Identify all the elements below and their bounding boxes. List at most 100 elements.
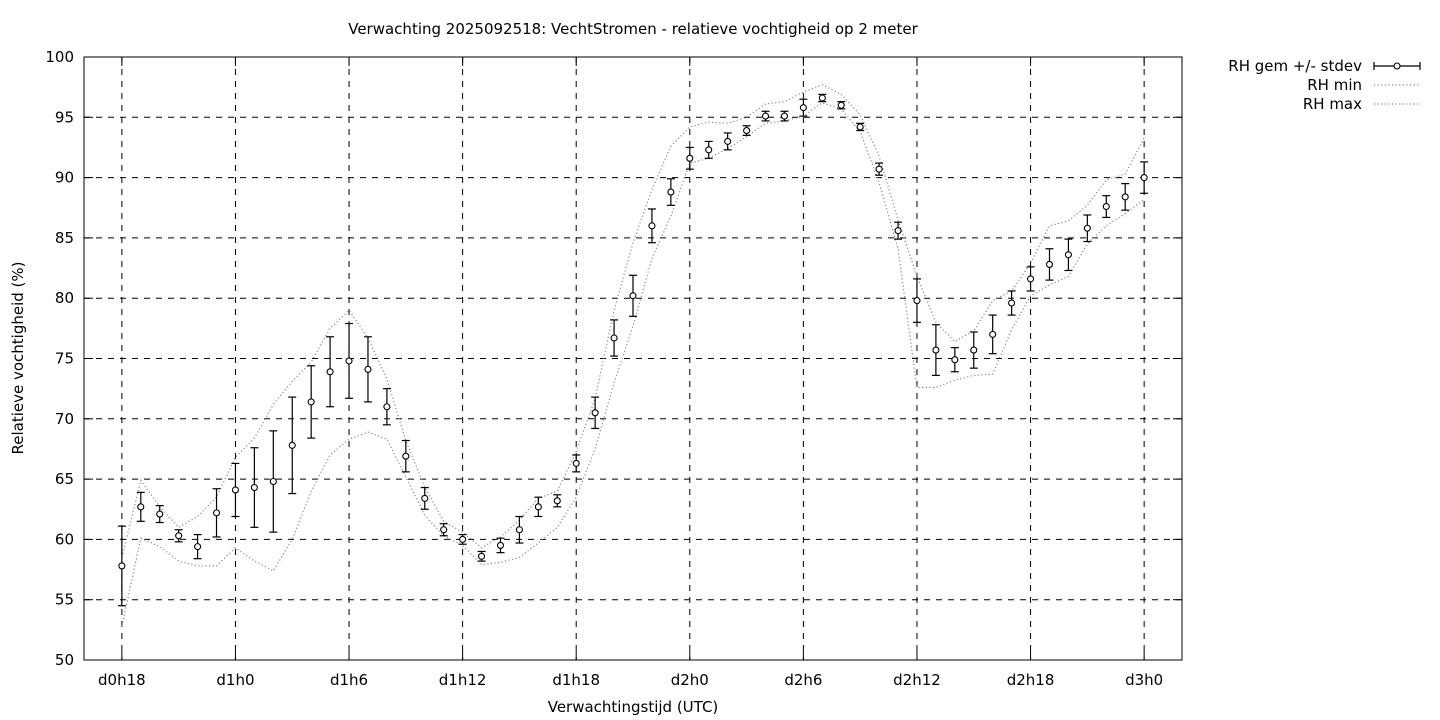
data-point	[212, 509, 221, 517]
data-point	[837, 101, 845, 109]
errorbar-point	[950, 347, 959, 373]
errorbar-point	[742, 125, 751, 136]
legend-swatch-point	[1393, 62, 1401, 70]
errorbar-point	[534, 496, 543, 518]
data-point	[364, 365, 372, 373]
errorbar-point	[496, 537, 505, 554]
data-point	[1121, 193, 1129, 201]
data-point	[894, 227, 902, 235]
data-point	[629, 292, 637, 300]
errorbar-point	[1045, 248, 1054, 281]
data-point	[799, 104, 807, 112]
data-point	[421, 494, 429, 502]
errorbar-point	[401, 439, 410, 473]
data-point	[572, 459, 580, 467]
errorbar-point	[856, 122, 865, 132]
errorbar-point	[1140, 161, 1149, 194]
x-tick-label: d1h18	[552, 671, 600, 689]
chart-title: Verwachting 2025092518: VechtStromen - r…	[348, 20, 918, 38]
errorbar-point	[307, 365, 316, 439]
legend-label: RH min	[1307, 76, 1362, 94]
y-tick-label: 55	[55, 591, 74, 609]
errorbar-point	[458, 533, 467, 545]
grid	[84, 57, 1182, 660]
errorbar-point	[553, 494, 562, 508]
errorbar-point	[799, 98, 808, 117]
x-tick-label: d1h6	[330, 671, 368, 689]
data-point	[1083, 224, 1091, 232]
data-point	[667, 188, 675, 196]
data-point	[743, 127, 751, 135]
tick-labels: 50 55 60 65 70 75 80 85 90 95 100 d0h18 d1h0 d1h6 d1h1…	[45, 48, 1163, 689]
x-tick-label: d2h18	[1007, 671, 1055, 689]
errorbar-point	[326, 336, 335, 408]
data-point	[1045, 260, 1054, 268]
errorbar-point	[174, 529, 183, 543]
data-point	[875, 165, 883, 173]
errorbar-point	[629, 274, 637, 317]
plot-frame	[83, 56, 1183, 661]
data-point	[970, 346, 978, 354]
errorbar-point	[837, 101, 846, 110]
data-point	[137, 503, 145, 511]
errorbar-point	[439, 523, 448, 537]
errorbar-point	[345, 322, 354, 399]
errorbar-point	[117, 525, 126, 607]
data-point	[402, 452, 410, 460]
errorbar-point	[1102, 195, 1111, 218]
errorbar-point	[912, 278, 921, 323]
errorbar-point	[1121, 183, 1130, 211]
x-tick-label: d2h0	[671, 671, 709, 689]
data-point	[534, 503, 542, 511]
data-point	[856, 123, 864, 131]
y-tick-label: 70	[55, 410, 74, 428]
y-axis-title: Relatieve vochtigheid (%)	[9, 261, 27, 454]
x-tick-label: d2h6	[784, 671, 822, 689]
errorbar-point	[1007, 290, 1016, 316]
errorbar-point	[515, 515, 524, 544]
errorbar-point	[477, 550, 486, 562]
data-point	[780, 112, 788, 120]
series-line-rh-max	[121, 84, 1145, 558]
data-point	[1008, 299, 1016, 307]
errorbar-point	[193, 533, 202, 560]
data-point	[156, 510, 164, 518]
data-point	[496, 541, 505, 549]
data-point	[515, 526, 523, 534]
y-tick-label: 60	[55, 530, 74, 548]
x-tick-label: d1h12	[439, 671, 487, 689]
errorbar-point	[155, 505, 164, 524]
data-point	[1064, 251, 1072, 259]
data-point	[194, 543, 202, 551]
data-point	[231, 486, 239, 494]
y-tick-label: 75	[55, 350, 74, 368]
data-point	[913, 297, 921, 305]
errorbar-point	[818, 93, 827, 103]
legend-label: RH gem +/- stdev	[1228, 57, 1362, 75]
errorbar-point	[761, 110, 770, 122]
errorbar-point	[136, 491, 145, 522]
data-point	[951, 356, 959, 364]
data-point	[989, 330, 997, 338]
errorbar-point	[269, 430, 278, 533]
data-point	[175, 532, 183, 540]
data-point	[288, 441, 296, 449]
errorbar-point	[1064, 238, 1073, 272]
data-point	[1102, 202, 1110, 211]
data-point	[1027, 275, 1035, 283]
data-point	[345, 357, 353, 365]
y-tick-label: 90	[55, 169, 74, 187]
data-point	[383, 403, 391, 411]
errorbar-point	[1026, 266, 1035, 292]
y-tick-label: 95	[55, 108, 74, 126]
errorbar-point	[666, 178, 675, 206]
tick-marks	[84, 56, 1182, 661]
errorbar-point	[988, 314, 997, 355]
y-tick-label: 85	[55, 229, 74, 247]
data-point	[932, 346, 940, 354]
errorbar-point	[894, 221, 903, 240]
errorbar-point	[231, 462, 240, 518]
data-point	[307, 398, 315, 406]
errorbar-point	[1083, 214, 1092, 243]
